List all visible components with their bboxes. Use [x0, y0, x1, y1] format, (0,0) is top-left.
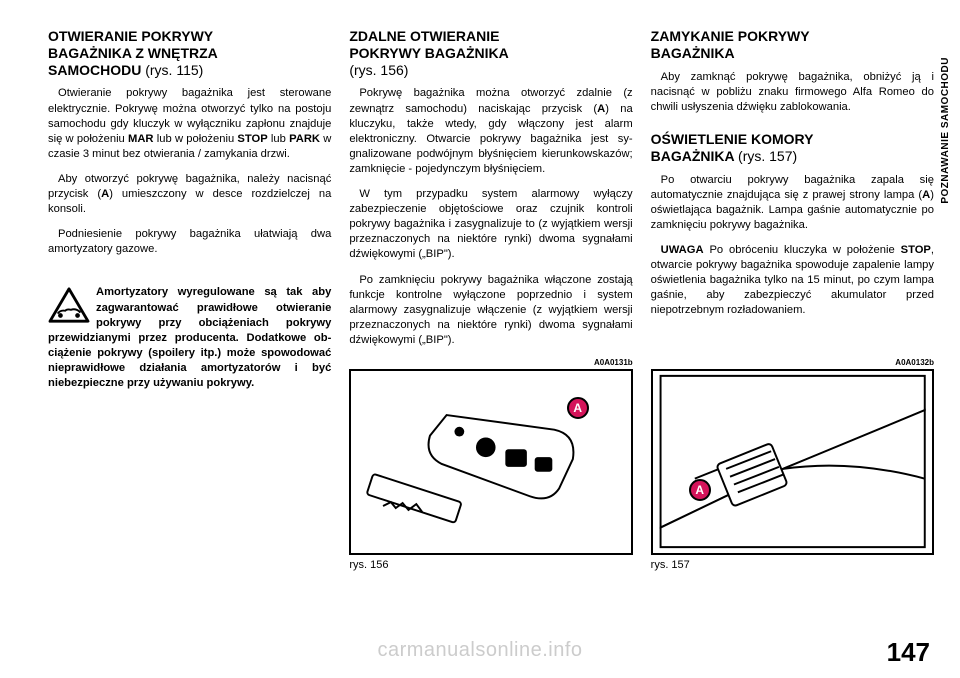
- col3-h1-line1: ZAMYKANIE POKRYWY: [651, 28, 810, 44]
- column-1: OTWIERANIE POKRYWY BAGAŻNIKA Z WNĘTRZA S…: [48, 28, 331, 571]
- column-3: ZAMYKANIE POKRYWY BAGAŻNIKA Aby zamknąć …: [651, 28, 934, 571]
- figure-157: A: [651, 369, 934, 555]
- figure-156: A: [349, 369, 632, 555]
- col1-h-line2: BAGAŻNIKA Z WNĘTRZA: [48, 45, 218, 61]
- col2-h-line1: ZDALNE OTWIERANIE: [349, 28, 499, 44]
- col1-h-line1: OTWIERANIE POKRYWY: [48, 28, 213, 44]
- side-tab: POZNAWANIE SAMOCHODU: [936, 20, 954, 240]
- col3-h1-line2: BAGAŻNIKA: [651, 45, 735, 61]
- col2-h-ref: (rys. 156): [349, 62, 408, 78]
- fig156-code: A0A0131b: [349, 358, 632, 367]
- fig156-marker-a: A: [567, 397, 589, 419]
- col1-p2: Aby otworzyć pokrywę bagażnika, nale­ży …: [48, 172, 331, 217]
- col1-p3: Podniesienie pokrywy bagażnika uła­twiaj…: [48, 227, 331, 257]
- col3-heading1: ZAMYKANIE POKRYWY BAGAŻNIKA: [651, 28, 934, 62]
- col2-h-line2: POKRYWY BAGAŻNIKA: [349, 45, 508, 61]
- col1-p1: Otwieranie pokrywy bagażnika jest ste­ro…: [48, 86, 331, 162]
- fig157-marker-a: A: [689, 479, 711, 501]
- page-content: OTWIERANIE POKRYWY BAGAŻNIKA Z WNĘTRZA S…: [0, 0, 960, 585]
- col2-heading: ZDALNE OTWIERANIE POKRYWY BAGAŻNIKA (rys…: [349, 28, 632, 78]
- col1-heading: OTWIERANIE POKRYWY BAGAŻNIKA Z WNĘTRZA S…: [48, 28, 331, 78]
- col2-p3: Po zamknięciu pokrywy bagażnika włą­czon…: [349, 273, 632, 349]
- col3-p2: Po otwarciu pokrywy bagażnika zapala się…: [651, 173, 934, 233]
- col1-h-line3: SAMOCHODU: [48, 62, 141, 78]
- watermark: carmanualsonline.info: [0, 639, 960, 662]
- side-tab-label: POZNAWANIE SAMOCHODU: [940, 57, 951, 204]
- col3-p3: UWAGA Po obróceniu kluczyka w po­łożenie…: [651, 243, 934, 319]
- col3-p1: Aby zamknąć pokrywę bagażnika, ob­niżyć …: [651, 70, 934, 115]
- warning-block: Amortyzatory wyregulo­wane są tak aby za…: [48, 285, 331, 391]
- col3-h2-line1: OŚWIETLENIE KOMORY: [651, 131, 814, 147]
- col2-p1: Pokrywę bagażnika można otworzyć zdalnie…: [349, 86, 632, 177]
- fig157-caption: rys. 157: [651, 559, 934, 571]
- col1-h-ref: (rys. 115): [145, 62, 203, 78]
- col3-h2-line2: BAGAŻNIKA: [651, 148, 734, 164]
- column-2: ZDALNE OTWIERANIE POKRYWY BAGAŻNIKA (rys…: [349, 28, 632, 571]
- col2-p2: W tym przypadku system alarmowy wy­łączy…: [349, 187, 632, 263]
- warning-text: Amortyzatory wyregulo­wane są tak aby za…: [48, 285, 331, 391]
- col3-heading2: OŚWIETLENIE KOMORY BAGAŻNIKA (rys. 157): [651, 131, 934, 165]
- fig157-code: A0A0132b: [651, 358, 934, 367]
- figure-156-wrap: A0A0131b A rys. 156: [349, 358, 632, 571]
- figure-157-wrap: A0A0132b A rys.: [651, 358, 934, 571]
- col3-h2-ref: (rys. 157): [738, 148, 797, 164]
- fig156-caption: rys. 156: [349, 559, 632, 571]
- warning-icon: [48, 287, 90, 325]
- page-number: 147: [887, 637, 930, 668]
